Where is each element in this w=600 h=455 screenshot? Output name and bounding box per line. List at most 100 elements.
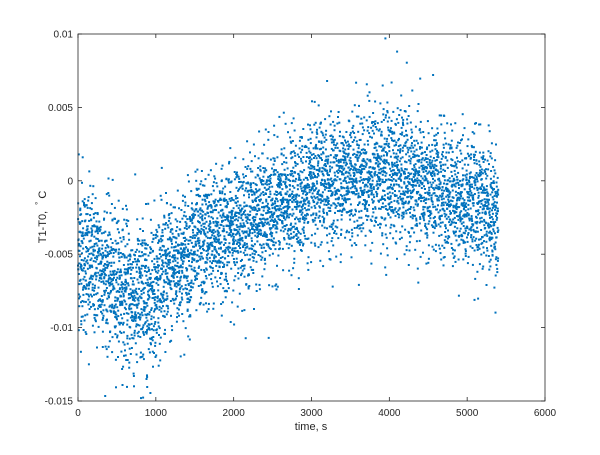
data-point [135,266,138,269]
data-point [443,175,446,178]
data-point [271,214,274,216]
data-point [397,145,400,148]
data-point [377,186,380,189]
data-point [303,146,306,148]
data-point [202,229,205,232]
data-point [397,216,400,219]
data-point [206,258,209,261]
data-point [410,136,412,139]
data-point [154,296,157,299]
data-point [171,274,174,277]
data-point [97,286,100,289]
data-point [129,258,131,261]
data-point [336,226,339,229]
data-point [201,214,204,217]
data-point [161,229,164,231]
data-point [119,252,122,254]
data-point [115,242,118,245]
data-point [390,206,393,209]
data-point [187,239,190,242]
data-point [372,112,375,114]
data-point [203,269,206,271]
data-point [343,167,346,170]
data-point [135,290,137,293]
data-point [93,331,96,334]
data-point [158,342,161,345]
data-point [109,282,112,284]
data-point [164,250,167,253]
data-point [385,114,387,117]
data-point [437,244,440,247]
data-point [333,156,336,159]
data-point [385,236,388,239]
data-point [150,315,153,318]
data-point [423,211,426,214]
data-point [408,241,411,244]
data-point [302,128,305,130]
data-point [384,205,387,208]
data-point [298,220,301,223]
data-point [278,207,281,210]
data-point [354,213,356,216]
data-point [404,202,407,205]
data-point [456,160,459,163]
data-point [251,208,254,211]
data-point [370,187,373,190]
data-point [315,131,318,134]
data-point [187,180,190,183]
data-point [359,138,362,141]
data-point [230,267,233,270]
data-point [176,316,178,319]
data-point [392,140,395,142]
data-point [401,169,404,172]
data-point [198,229,201,232]
data-point [243,194,245,197]
data-point [395,194,398,197]
data-point [421,183,424,186]
data-point [327,201,329,204]
data-point [214,248,217,251]
data-point [348,181,350,184]
data-point [253,220,256,223]
data-point [458,142,461,144]
data-point [333,232,336,234]
data-point [249,213,252,216]
data-point [78,297,81,300]
data-point [402,201,405,204]
data-point [291,201,294,204]
data-point [279,247,281,250]
data-point [207,302,210,305]
data-point [204,233,207,235]
data-point [251,170,254,173]
data-point [319,181,322,184]
data-point [282,196,285,199]
data-point [87,199,90,202]
data-point [143,270,146,273]
data-point [219,257,222,259]
data-point [181,266,184,269]
data-point [369,160,372,163]
data-point [139,313,142,316]
data-point [243,244,246,246]
data-point [248,230,251,233]
data-point [428,194,431,197]
data-point [134,317,137,320]
data-point [368,115,371,118]
data-point [280,208,283,211]
data-point [342,207,345,210]
data-point [238,212,241,215]
data-point [191,202,193,205]
data-point [464,248,467,251]
data-point [161,231,164,234]
data-point [324,182,327,185]
data-point [151,328,153,331]
data-point [412,206,415,209]
data-point [306,178,309,181]
data-point [128,238,131,241]
data-point [341,195,344,198]
data-point [104,395,107,397]
data-point [163,216,166,219]
data-point [202,303,205,306]
data-point [418,128,421,131]
data-point [340,228,343,231]
